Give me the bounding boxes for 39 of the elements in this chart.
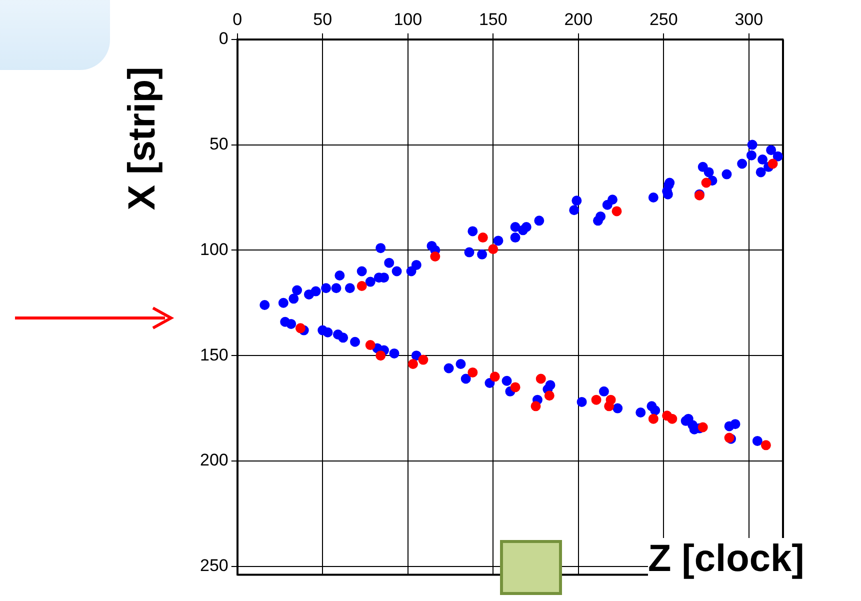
point	[430, 252, 440, 262]
point	[760, 440, 771, 450]
y-tick-label: 200	[200, 450, 228, 470]
y-tick-label: 50	[209, 134, 228, 154]
x-tick-label: 150	[478, 10, 508, 29]
point	[295, 323, 306, 334]
point	[648, 414, 658, 424]
point	[488, 244, 498, 254]
x-tick-label: 50	[313, 10, 332, 29]
point	[536, 374, 546, 384]
y-tick-label: 0	[218, 29, 228, 48]
point	[667, 414, 678, 424]
point	[510, 382, 520, 392]
point	[365, 340, 376, 350]
point	[544, 390, 554, 401]
point	[478, 232, 488, 243]
x-tick-label: 100	[394, 10, 422, 29]
point	[591, 394, 602, 405]
point	[612, 206, 622, 216]
x-axis-title: Z [clock]	[648, 538, 804, 581]
x-tick-label: 300	[734, 10, 764, 29]
point	[768, 158, 778, 169]
point	[408, 359, 418, 370]
point	[468, 367, 478, 378]
x-tick-label: 250	[649, 10, 678, 29]
point	[418, 354, 428, 365]
point	[356, 281, 367, 292]
point	[604, 401, 614, 412]
point	[530, 401, 541, 412]
x-tick-label: 0	[232, 10, 242, 29]
y-tick-label: 150	[200, 345, 228, 364]
y-axis-title: X [strip]	[122, 66, 164, 210]
point	[376, 350, 386, 361]
point	[698, 422, 708, 432]
point	[701, 178, 712, 188]
x-tick-label: 200	[564, 10, 593, 29]
y-tick-label: 100	[200, 240, 228, 259]
y-tick-label: 250	[200, 556, 228, 576]
point	[490, 372, 500, 382]
